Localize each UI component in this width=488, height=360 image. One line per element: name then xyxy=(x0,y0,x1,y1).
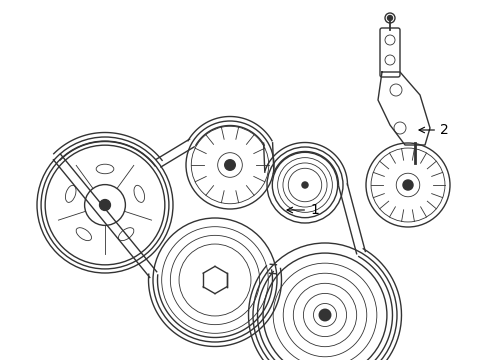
Circle shape xyxy=(319,309,330,321)
Circle shape xyxy=(302,182,307,188)
FancyBboxPatch shape xyxy=(379,28,399,77)
Circle shape xyxy=(402,180,412,190)
Polygon shape xyxy=(377,72,429,145)
Circle shape xyxy=(224,160,235,170)
Text: 2: 2 xyxy=(418,123,448,137)
Circle shape xyxy=(100,199,110,211)
Circle shape xyxy=(386,15,392,21)
Text: 1: 1 xyxy=(286,203,318,217)
